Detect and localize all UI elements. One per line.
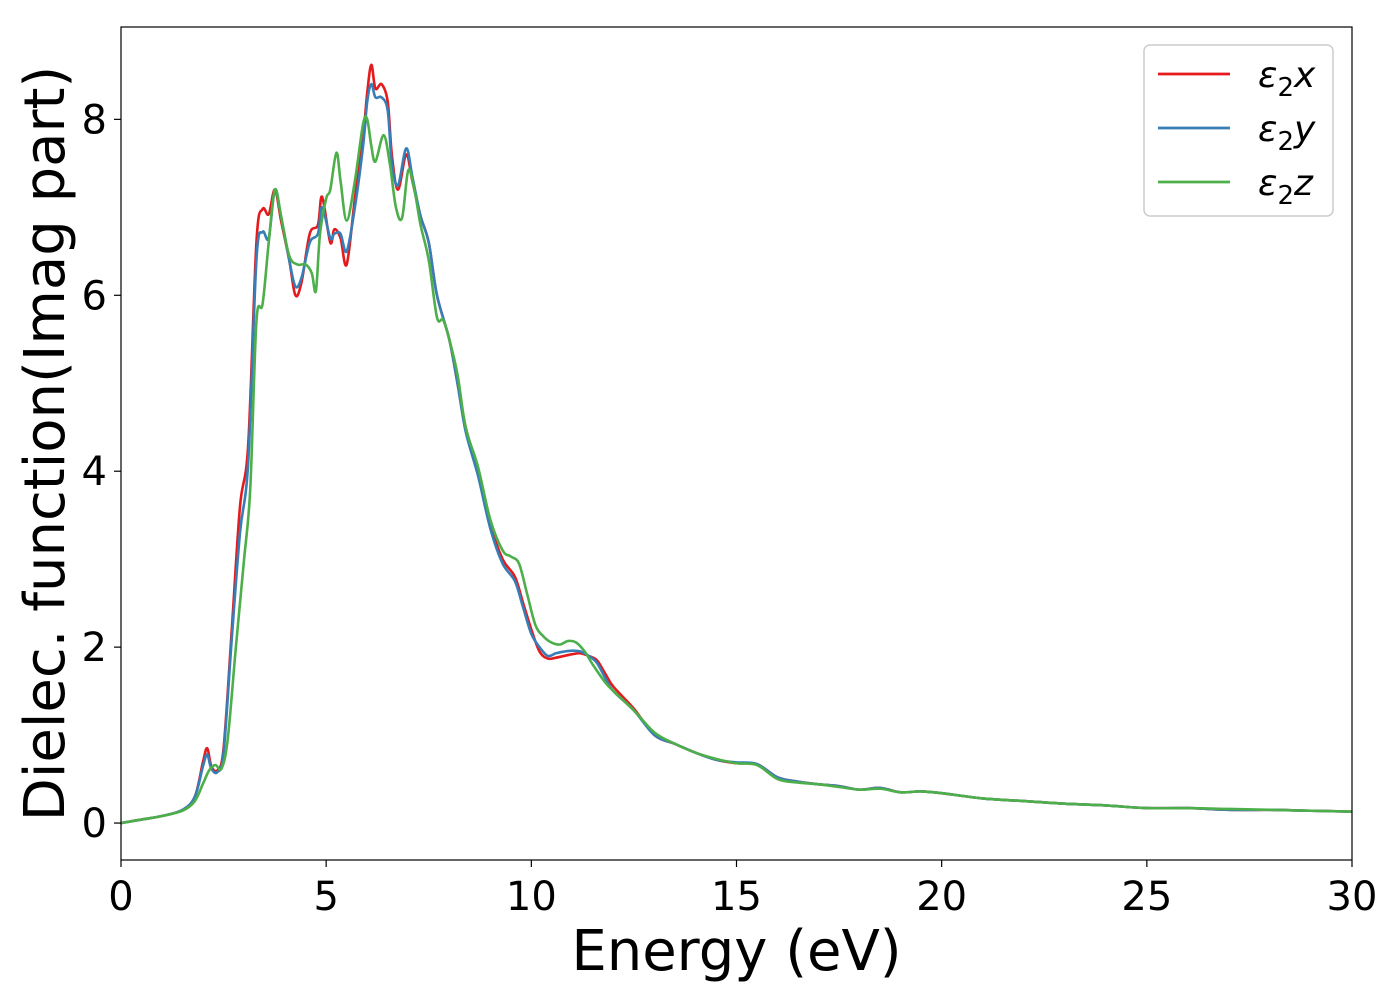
x-tick-label: 0 <box>108 874 133 920</box>
legend-box <box>1143 44 1334 217</box>
x-axis: 0 5 10 15 20 25 30 <box>108 860 1377 920</box>
y-tick-label: 2 <box>82 625 107 671</box>
x-tick-label: 25 <box>1121 874 1172 920</box>
y-axis: 0 2 4 6 8 <box>82 97 121 847</box>
x-tick-label: 15 <box>711 874 762 920</box>
y-axis-label: Dielec. function(Imag part) <box>13 66 78 822</box>
legend-label-y: ε2y <box>1258 109 1316 157</box>
legend: ε2x ε2y ε2z <box>1143 44 1334 217</box>
x-tick-label: 30 <box>1327 874 1378 920</box>
y-tick-label: 0 <box>82 801 107 847</box>
y-tick-label: 6 <box>82 273 107 319</box>
x-axis-label: Energy (eV) <box>571 919 901 984</box>
x-tick-label: 5 <box>313 874 338 920</box>
x-tick-label: 20 <box>916 874 967 920</box>
legend-label-x: ε2x <box>1258 55 1316 103</box>
series-layer <box>121 63 1352 825</box>
series-line-z <box>121 115 1352 825</box>
y-tick-label: 4 <box>82 449 107 495</box>
y-tick-label: 8 <box>82 97 107 143</box>
legend-label-z: ε2z <box>1258 163 1314 211</box>
x-tick-label: 10 <box>506 874 557 920</box>
